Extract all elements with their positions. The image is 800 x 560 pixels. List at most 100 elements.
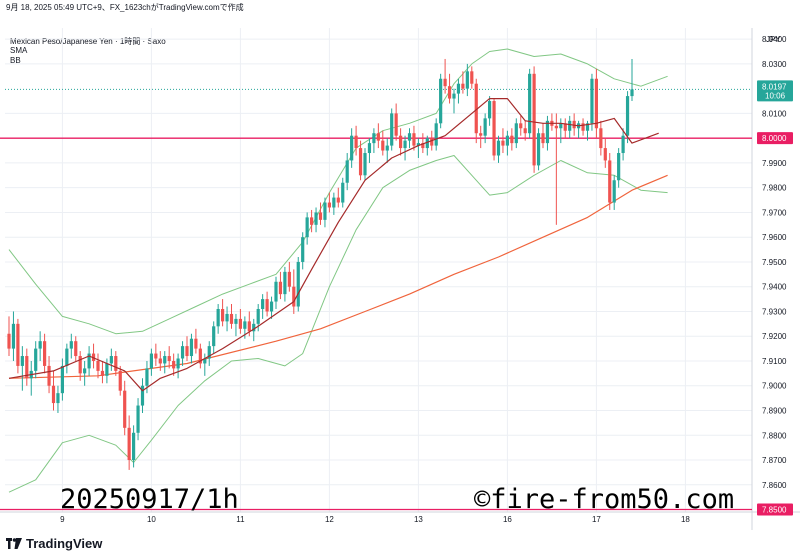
candle-body[interactable] — [176, 358, 180, 369]
candle-body[interactable] — [496, 140, 501, 156]
candle-body[interactable] — [247, 321, 251, 332]
candle-body[interactable] — [16, 323, 20, 366]
candle-body[interactable] — [69, 341, 73, 349]
candle-body[interactable] — [20, 356, 24, 366]
candle-body[interactable] — [140, 385, 145, 406]
candle-body[interactable] — [625, 96, 630, 136]
candle-body[interactable] — [559, 123, 563, 129]
symbol-line[interactable]: Mexican Peso/Japanese Yen · 1時間 · Saxo — [10, 37, 166, 46]
candle-body[interactable] — [292, 286, 296, 307]
candle-body[interactable] — [590, 78, 594, 124]
candle-body[interactable] — [358, 148, 363, 176]
candle-body[interactable] — [51, 385, 56, 404]
candle-body[interactable] — [394, 113, 398, 136]
candle-body[interactable] — [229, 313, 234, 324]
candle-body[interactable] — [603, 148, 607, 161]
candle-body[interactable] — [630, 89, 634, 97]
candle-body[interactable] — [372, 133, 376, 144]
candle-body[interactable] — [617, 153, 621, 181]
candle-body[interactable] — [163, 356, 167, 364]
candle-body[interactable] — [154, 353, 158, 359]
candle-body[interactable] — [216, 308, 220, 327]
candle-body[interactable] — [456, 83, 461, 94]
candle-body[interactable] — [323, 202, 327, 220]
indicator-sma-label[interactable]: SMA — [10, 46, 28, 55]
candle-body[interactable] — [212, 326, 216, 347]
candle-body[interactable] — [207, 346, 211, 359]
candle-body[interactable] — [505, 135, 509, 146]
candle-body[interactable] — [198, 348, 202, 364]
candle-body[interactable] — [274, 281, 278, 302]
candle-body[interactable] — [594, 78, 598, 129]
candle-body[interactable] — [149, 353, 153, 369]
candle-body[interactable] — [470, 71, 474, 84]
candle-body[interactable] — [354, 135, 358, 149]
candle-body[interactable] — [381, 140, 385, 151]
candle-body[interactable] — [572, 120, 576, 129]
candle-body[interactable] — [345, 160, 349, 183]
candle-body[interactable] — [185, 346, 189, 357]
candle-body[interactable] — [332, 197, 336, 208]
candle-body[interactable] — [296, 261, 300, 307]
candle-body[interactable] — [114, 356, 118, 371]
candle-body[interactable] — [265, 299, 269, 312]
candle-body[interactable] — [532, 73, 536, 166]
candle-body[interactable] — [425, 138, 429, 149]
candle-body[interactable] — [416, 143, 420, 146]
candle-body[interactable] — [461, 83, 465, 89]
candle-body[interactable] — [261, 299, 265, 309]
candle-body[interactable] — [123, 390, 127, 428]
candle-body[interactable] — [65, 348, 69, 366]
candle-body[interactable] — [252, 323, 256, 332]
candle-body[interactable] — [56, 393, 60, 404]
candle-body[interactable] — [118, 370, 122, 391]
candle-body[interactable] — [452, 93, 456, 99]
candle-body[interactable] — [599, 128, 603, 149]
candle-body[interactable] — [519, 123, 523, 129]
candle-body[interactable] — [385, 145, 389, 151]
candle-body[interactable] — [136, 405, 140, 433]
candle-body[interactable] — [301, 237, 305, 262]
candle-body[interactable] — [180, 346, 185, 359]
candle-body[interactable] — [34, 348, 38, 371]
candle-body[interactable] — [350, 135, 354, 161]
candle-body[interactable] — [447, 86, 452, 99]
candle-body[interactable] — [554, 125, 558, 129]
candle-body[interactable] — [60, 365, 64, 394]
candle-body[interactable] — [194, 338, 198, 349]
candle-body[interactable] — [483, 118, 487, 136]
candle-body[interactable] — [336, 197, 340, 203]
indicator-bb-label[interactable]: BB — [10, 56, 21, 65]
candle-body[interactable] — [189, 338, 194, 357]
candle-body[interactable] — [536, 133, 541, 166]
candle-body[interactable] — [87, 353, 91, 369]
candle-body[interactable] — [390, 113, 394, 146]
candle-body[interactable] — [100, 370, 105, 376]
candle-body[interactable] — [243, 321, 247, 329]
candle-body[interactable] — [568, 120, 572, 131]
candle-body[interactable] — [399, 135, 403, 149]
candle-body[interactable] — [430, 138, 434, 146]
candle-body[interactable] — [43, 341, 47, 366]
candle-body[interactable] — [403, 140, 407, 149]
candle-body[interactable] — [7, 333, 11, 349]
candle-body[interactable] — [25, 356, 29, 379]
candle-body[interactable] — [341, 182, 345, 203]
candle-body[interactable] — [363, 153, 367, 176]
candle-body[interactable] — [501, 140, 505, 146]
candle-body[interactable] — [158, 358, 162, 364]
candle-body[interactable] — [412, 133, 416, 146]
candle-body[interactable] — [38, 341, 42, 349]
candle-body[interactable] — [541, 133, 545, 144]
candle-body[interactable] — [545, 120, 550, 144]
candle-body[interactable] — [510, 135, 514, 144]
candle-body[interactable] — [327, 202, 331, 208]
candle-body[interactable] — [74, 341, 78, 357]
candle-body[interactable] — [523, 128, 527, 134]
candle-body[interactable] — [608, 160, 612, 203]
candle-body[interactable] — [172, 360, 176, 369]
candle-body[interactable] — [96, 360, 100, 371]
candle-body[interactable] — [269, 301, 274, 312]
candle-body[interactable] — [256, 308, 260, 324]
